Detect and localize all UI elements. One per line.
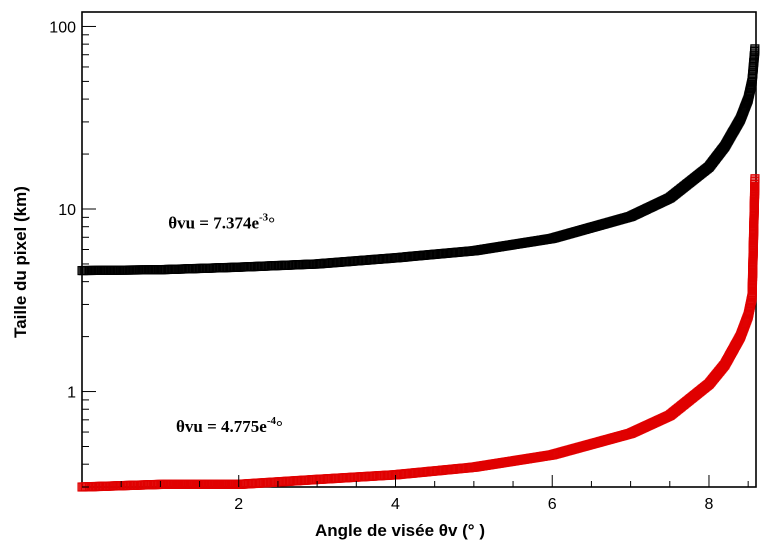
x-tick-label: 8 xyxy=(705,496,714,513)
annotations: θvu = 7.374e-3° θvu = 4.775e-4° xyxy=(168,212,283,436)
y-axis: 1 10 100 xyxy=(49,19,96,488)
y-tick-label: 100 xyxy=(49,19,76,36)
data-point xyxy=(750,44,760,54)
x-axis-title: Angle de visée θv (° ) xyxy=(315,521,485,540)
series-1 xyxy=(77,44,760,276)
x-tick-label: 4 xyxy=(391,496,400,513)
annotation-label: θvu = 7.374e-3° xyxy=(168,212,275,233)
y-tick-label: 10 xyxy=(58,202,76,219)
annotation-label: θvu = 4.775e-4° xyxy=(176,415,283,436)
y-axis-title: Taille du pixel (km) xyxy=(11,186,30,338)
y-tick-label: 1 xyxy=(67,385,76,402)
x-tick-label: 6 xyxy=(548,496,557,513)
data-point xyxy=(750,174,760,184)
x-axis: 2 4 6 8 xyxy=(120,475,749,513)
plot-area xyxy=(81,11,757,488)
x-tick-label: 2 xyxy=(234,496,243,513)
series-layer xyxy=(77,44,760,492)
series-2 xyxy=(77,174,760,492)
